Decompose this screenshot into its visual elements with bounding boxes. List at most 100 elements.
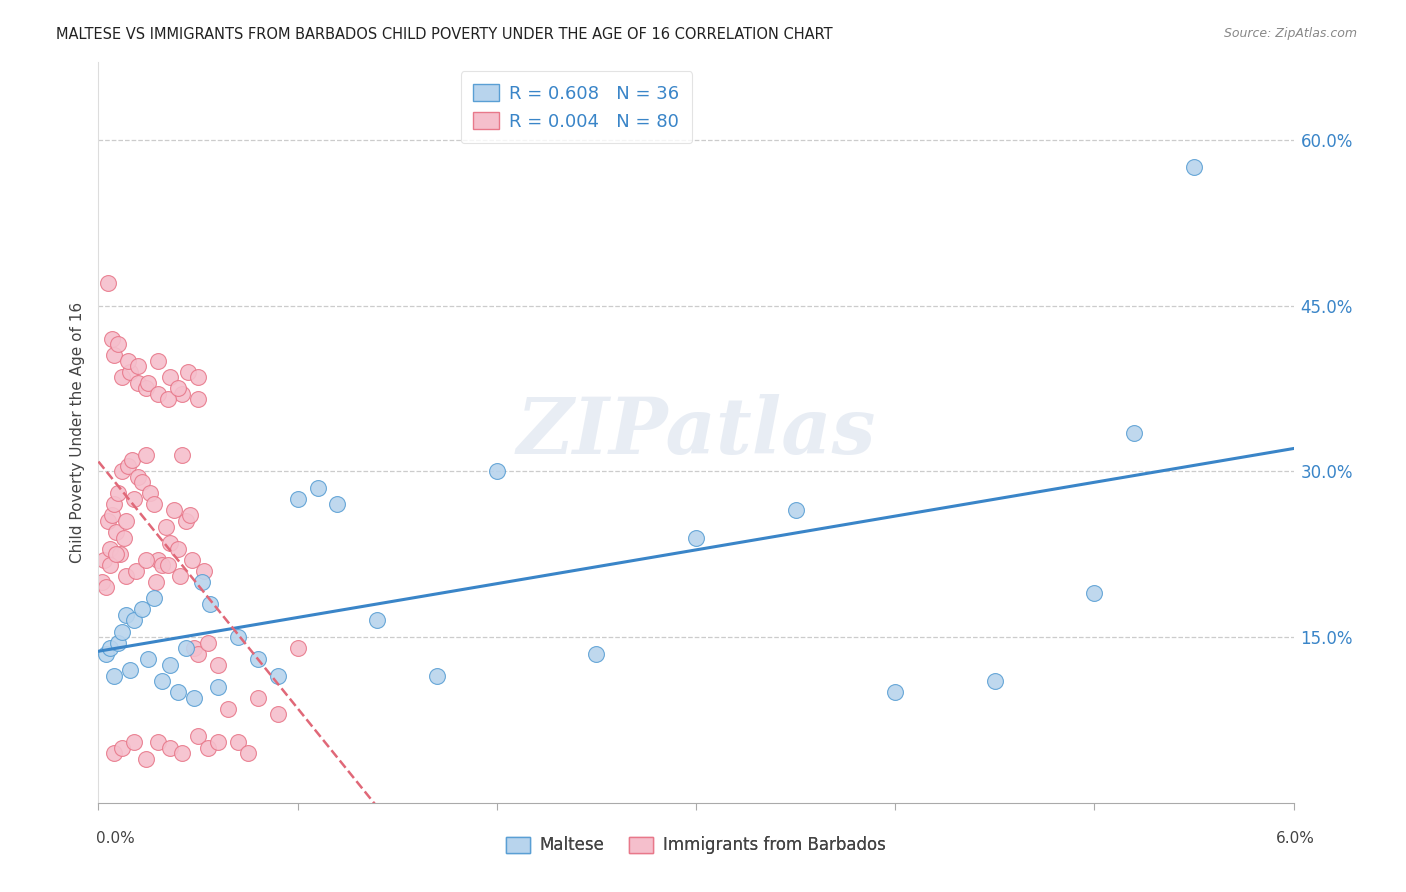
Point (103, 669, 125, 683)
Point (121, 453, 143, 467)
Point (124, 735, 146, 749)
Point (287, 491, 309, 506)
Point (1182, 161, 1205, 175)
Point (187, 392, 209, 407)
Point (136, 652, 159, 666)
Point (157, 558, 180, 573)
Point (96, 580, 118, 594)
Point (115, 569, 138, 583)
Point (98, 541, 122, 556)
Point (101, 332, 124, 346)
Point (485, 464, 508, 478)
Point (167, 541, 190, 556)
Point (135, 552, 157, 566)
Point (207, 735, 229, 749)
Point (124, 614, 146, 628)
Point (426, 669, 449, 683)
Point (187, 730, 209, 744)
Text: 6.0%: 6.0% (1275, 831, 1315, 846)
Point (135, 381, 157, 395)
Point (785, 503, 807, 517)
Point (217, 702, 239, 716)
Point (131, 602, 153, 616)
Point (111, 464, 134, 478)
Point (236, 746, 259, 760)
Point (884, 685, 907, 699)
Point (366, 614, 388, 628)
Point (111, 370, 134, 384)
Point (179, 508, 201, 523)
Point (1123, 425, 1146, 440)
Point (148, 735, 170, 749)
Point (183, 690, 205, 705)
Point (246, 652, 269, 666)
Point (136, 376, 159, 390)
Point (172, 387, 194, 401)
Point (103, 348, 125, 362)
Point (246, 690, 269, 705)
Point (135, 751, 157, 765)
Point (159, 657, 181, 672)
Point (267, 669, 290, 683)
Point (98, 641, 122, 656)
Point (169, 569, 191, 583)
Point (207, 657, 229, 672)
Y-axis label: Child Poverty Under the Age of 16: Child Poverty Under the Age of 16 (69, 302, 84, 563)
Point (187, 647, 209, 661)
Point (172, 448, 194, 462)
Point (115, 514, 138, 528)
Point (135, 448, 157, 462)
Point (143, 498, 166, 512)
Point (685, 531, 707, 545)
Point (96, 647, 118, 661)
Point (148, 387, 170, 401)
Point (174, 641, 197, 656)
Text: MALTESE VS IMMIGRANTS FROM BARBADOS CHILD POVERTY UNDER THE AGE OF 16 CORRELATIO: MALTESE VS IMMIGRANTS FROM BARBADOS CHIL… (56, 27, 832, 42)
Point (131, 475, 153, 490)
Point (226, 630, 249, 644)
Point (105, 524, 128, 539)
Point (127, 376, 149, 390)
Legend: Maltese, Immigrants from Barbados: Maltese, Immigrants from Barbados (499, 830, 893, 861)
Point (585, 647, 607, 661)
Point (193, 564, 215, 578)
Point (111, 740, 134, 755)
Point (191, 574, 214, 589)
Point (287, 641, 309, 656)
Point (107, 635, 129, 649)
Point (197, 740, 219, 755)
Point (93, 552, 115, 566)
Point (98, 558, 122, 573)
Point (117, 353, 139, 368)
Point (148, 353, 170, 368)
Point (120, 365, 142, 379)
Text: 0.0%: 0.0% (96, 831, 135, 846)
Point (97, 514, 120, 528)
Point (91, 574, 114, 589)
Point (124, 491, 146, 506)
Point (148, 552, 170, 566)
Point (125, 564, 148, 578)
Point (167, 685, 190, 699)
Point (198, 597, 221, 611)
Point (984, 674, 1007, 689)
Point (103, 746, 125, 760)
Point (172, 746, 194, 760)
Point (110, 547, 132, 561)
Point (226, 735, 249, 749)
Point (155, 519, 177, 533)
Point (120, 663, 142, 677)
Point (174, 514, 197, 528)
Point (112, 531, 135, 545)
Point (103, 498, 125, 512)
Point (159, 370, 181, 384)
Point (159, 536, 181, 550)
Point (97, 277, 120, 291)
Point (197, 635, 219, 649)
Point (145, 574, 167, 589)
Point (157, 392, 180, 407)
Point (187, 370, 209, 384)
Point (183, 641, 205, 656)
Text: ZIPatlas: ZIPatlas (516, 394, 876, 471)
Point (105, 547, 128, 561)
